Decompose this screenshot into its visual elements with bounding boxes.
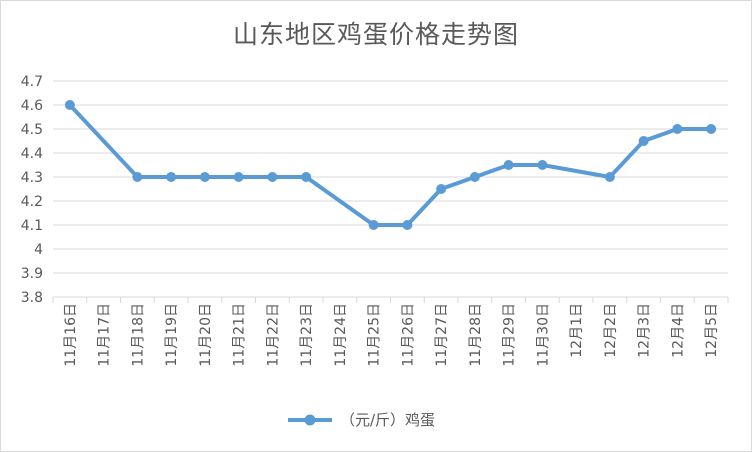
x-tick-label: 11月29日 — [502, 303, 518, 367]
series-line — [68, 103, 712, 227]
y-tick-label: 4.2 — [21, 194, 43, 210]
data-point — [64, 100, 75, 110]
x-tick-label: 11月18日 — [130, 303, 146, 367]
x-tick-label: 11月16日 — [63, 303, 79, 367]
data-point — [638, 136, 649, 146]
y-tick-label: 3.9 — [21, 266, 43, 282]
x-tick-label: 11月30日 — [535, 303, 551, 367]
x-tick-label: 11月20日 — [198, 303, 214, 367]
x-tick-label: 12月4日 — [670, 303, 686, 358]
x-tick-label: 11月25日 — [367, 303, 383, 367]
y-tick-label: 4.6 — [21, 98, 43, 114]
data-point — [672, 124, 683, 134]
x-tick-label: 11月21日 — [232, 303, 248, 367]
data-point — [368, 220, 379, 230]
y-tick-label: 4 — [34, 242, 43, 258]
y-tick-label: 4.3 — [21, 170, 43, 186]
x-tick-label: 11月27日 — [434, 303, 450, 367]
data-point — [132, 172, 143, 182]
data-point — [233, 172, 244, 182]
x-tick-label: 11月24日 — [333, 303, 349, 367]
x-tick-label: 11月17日 — [97, 303, 113, 367]
x-tick-label: 12月1日 — [569, 303, 585, 358]
x-tick-label: 12月3日 — [637, 303, 653, 358]
data-point — [301, 172, 312, 182]
x-tick-label: 12月2日 — [603, 303, 619, 358]
legend-swatch-marker — [304, 414, 316, 426]
data-point — [199, 172, 210, 182]
data-point — [604, 172, 615, 182]
data-point — [166, 172, 177, 182]
y-tick-label: 4.5 — [21, 122, 43, 138]
y-tick-label: 4.7 — [21, 74, 43, 90]
x-tick-label: 11月23日 — [299, 303, 315, 367]
data-point — [436, 184, 447, 194]
data-point — [706, 124, 717, 134]
chart-title: 山东地区鸡蛋价格走势图 — [232, 20, 519, 49]
data-point — [267, 172, 278, 182]
data-point — [503, 160, 514, 170]
y-tick-label: 4.4 — [21, 146, 43, 162]
x-tick-label: 11月19日 — [164, 303, 180, 367]
data-point — [469, 172, 480, 182]
data-point — [537, 160, 548, 170]
x-tick-label: 11月26日 — [400, 303, 416, 367]
y-tick-label: 4.1 — [21, 218, 43, 234]
x-tick-label: 11月22日 — [265, 303, 281, 367]
y-tick-label: 3.8 — [21, 290, 43, 306]
x-tick-label: 11月28日 — [468, 303, 484, 367]
x-tick-label: 12月5日 — [704, 303, 720, 358]
legend-label: （元/斤）鸡蛋 — [340, 411, 435, 429]
data-point — [402, 220, 413, 230]
